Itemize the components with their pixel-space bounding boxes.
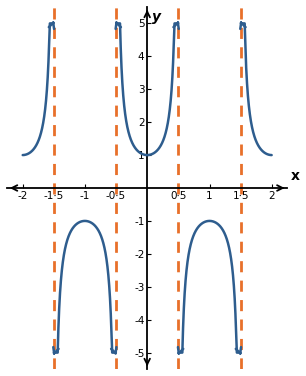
Text: y: y: [152, 10, 161, 24]
Text: x: x: [290, 169, 300, 183]
